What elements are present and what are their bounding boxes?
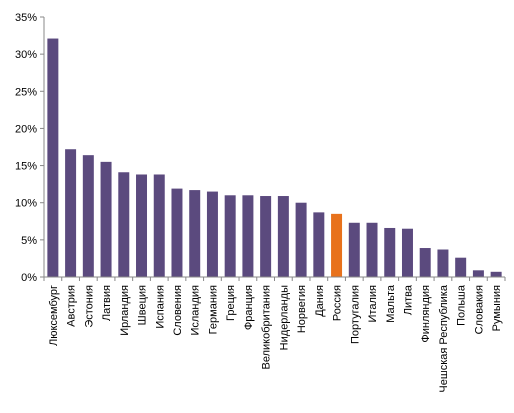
bar (189, 190, 201, 277)
x-category-label: Ирландия (119, 285, 131, 336)
bar (455, 257, 467, 277)
x-category-label: Франция (243, 285, 255, 330)
y-tick-label: 0% (21, 272, 37, 284)
bar (82, 155, 94, 277)
x-category-label: Румыния (491, 285, 503, 331)
x-category-label: Нидерланды (278, 285, 290, 350)
bar (153, 174, 165, 277)
y-tick-label: 30% (15, 49, 37, 61)
x-category-label: Эстония (83, 285, 95, 328)
x-category-label: Португалия (349, 285, 361, 344)
y-tick-label: 25% (15, 86, 37, 98)
bar (47, 38, 59, 277)
bar (65, 149, 77, 277)
x-category-label: Швеция (137, 285, 149, 325)
bar (437, 249, 449, 277)
x-category-label: Латвия (101, 285, 113, 321)
bars (47, 38, 502, 277)
x-category-label: Финляндия (420, 285, 432, 343)
y-tick-label: 35% (15, 12, 37, 24)
bar (242, 195, 254, 277)
x-category-label: Литва (402, 284, 414, 315)
x-category-label: Словакия (473, 285, 485, 334)
bar (260, 196, 272, 277)
x-category-label: Польша (456, 284, 468, 326)
y-tick-label: 15% (15, 161, 37, 173)
x-category-label: Исландия (190, 285, 202, 336)
x-category-label: Чешская Республика (438, 284, 450, 392)
bar (348, 222, 360, 277)
x-category-label: Великобритания (261, 285, 273, 370)
x-axis-labels: Люксембург Австрия Эстония Латвия Ирландия Шв… (43, 277, 506, 393)
bar (401, 228, 413, 277)
bar (490, 271, 502, 277)
bar (331, 213, 343, 277)
y-axis: 0% 5% 10% 15% 20% 25% 30% 35% (15, 12, 45, 284)
bar (136, 174, 148, 277)
x-category-label: Словения (172, 285, 184, 336)
bar (384, 227, 396, 277)
x-category-label: Греция (225, 285, 237, 321)
bar (118, 172, 130, 277)
bar (277, 196, 289, 277)
bar (295, 202, 307, 277)
bar (472, 270, 484, 277)
x-category-label: Испания (154, 285, 166, 329)
y-tick-label: 20% (15, 123, 37, 135)
x-category-label: Мальта (385, 284, 397, 323)
bar (224, 195, 236, 277)
bar (366, 222, 378, 277)
x-category-label: Германия (207, 285, 219, 334)
x-category-label: Австрия (66, 285, 78, 327)
y-tick-label: 5% (21, 235, 37, 247)
x-category-label: Россия (332, 285, 344, 321)
bar (313, 212, 325, 277)
x-category-label: Италия (367, 285, 379, 323)
bar (206, 191, 218, 277)
bar (100, 161, 112, 277)
x-category-label: Норвегия (296, 285, 308, 333)
bar (419, 248, 431, 277)
bar (171, 188, 183, 277)
x-category-label: Дания (314, 285, 326, 317)
y-tick-label: 10% (15, 198, 37, 210)
x-category-label: Люксембург (48, 285, 60, 346)
